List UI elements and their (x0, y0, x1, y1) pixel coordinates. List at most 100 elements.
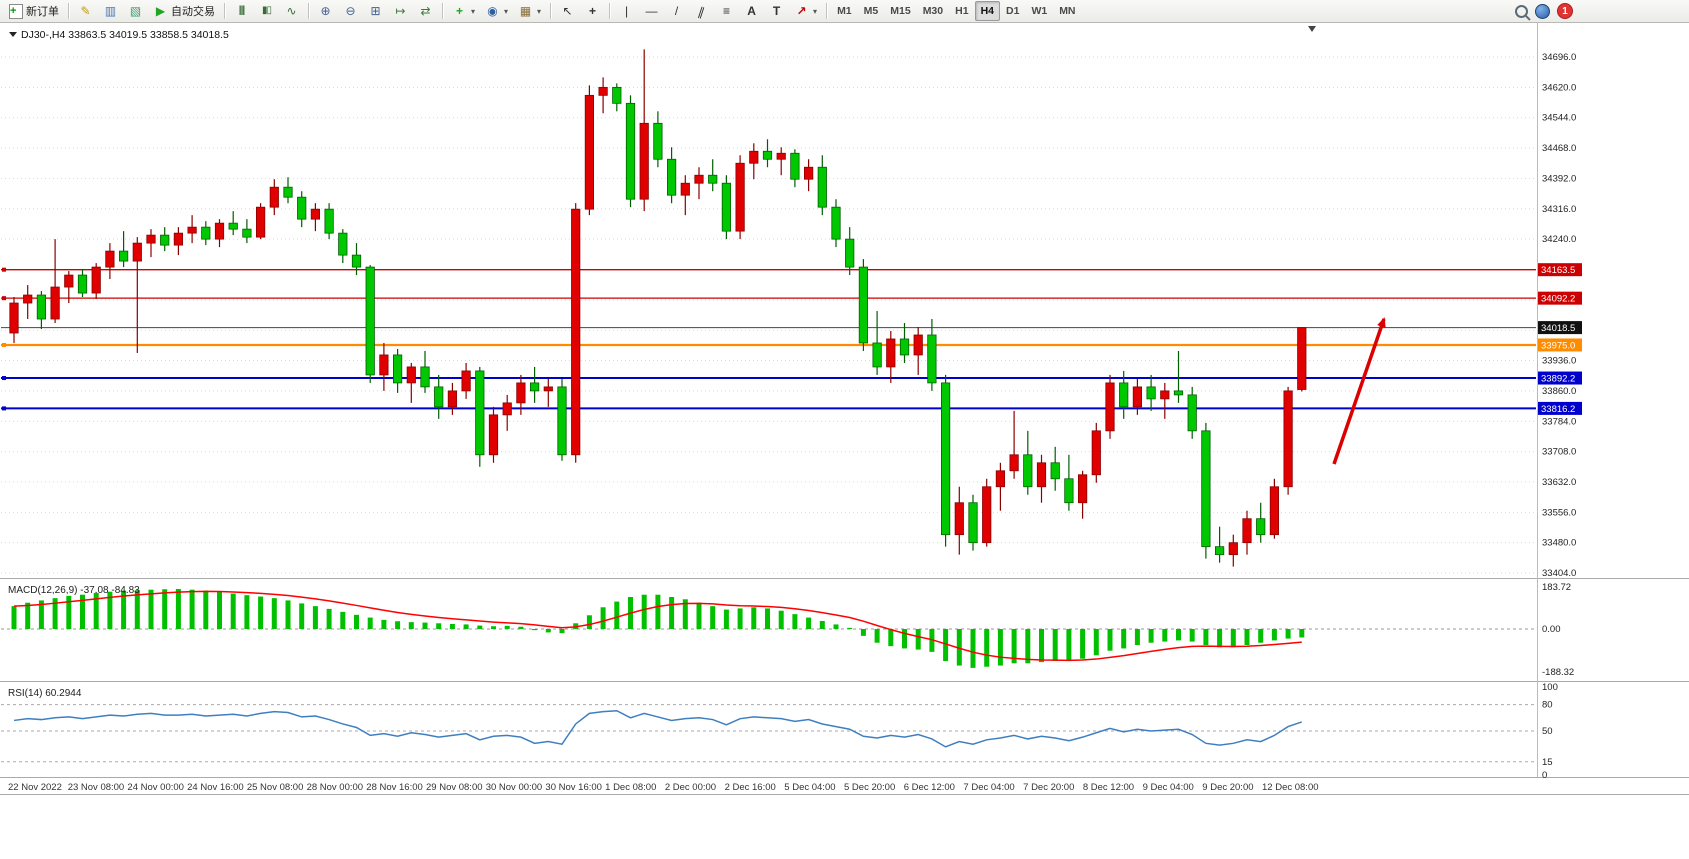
line-chart-icon: ∿ (286, 4, 297, 18)
tile-windows-icon: ⊞ (370, 4, 381, 18)
price-axis-label: 34544.0 (1542, 113, 1576, 124)
channel-icon: ∥ (696, 3, 707, 19)
chevron-down-icon: ▾ (471, 6, 476, 16)
trend-arrow-annotation[interactable] (1332, 317, 1386, 465)
tile-windows-button[interactable]: ⊞ (363, 0, 388, 22)
macd-caption: MACD(12,26,9) -37.08 -84.83 (8, 585, 140, 596)
auto-scroll-button[interactable]: ↦ (388, 0, 413, 22)
timeframe-m30-button[interactable]: M30 (922, 5, 944, 17)
rsi-axis-label: 0 (1542, 770, 1547, 781)
time-axis-label: 2 Dec 00:00 (665, 782, 716, 793)
line-handle[interactable] (2, 296, 6, 301)
chart-shift-marker[interactable] (1308, 26, 1316, 32)
price-axis-label: 34696.0 (1542, 52, 1576, 63)
indicators-button[interactable]: + ▾ (447, 0, 480, 22)
time-axis-label: 30 Nov 00:00 (486, 782, 543, 793)
objects-button[interactable]: ◉ ▾ (480, 0, 513, 22)
chart-menu-icon[interactable] (9, 32, 17, 37)
rsi-axis-label: 80 (1542, 700, 1553, 711)
candlestick-chart-button[interactable]: ▮▯ (254, 0, 279, 22)
timeframe-h1-button[interactable]: H1 (955, 5, 969, 17)
price-axis-label: 34316.0 (1542, 204, 1576, 215)
market-watch-icon: ▥ (104, 4, 117, 18)
label-icon: T (772, 4, 781, 18)
price-axis-label: 33708.0 (1542, 447, 1576, 458)
rsi-axis-label: 50 (1542, 726, 1553, 737)
text-label-button[interactable]: T (764, 0, 789, 22)
time-axis-label: 7 Dec 04:00 (963, 782, 1014, 793)
toolbar-separator (224, 3, 225, 19)
templates-button[interactable]: ▦ ▾ (513, 0, 546, 22)
metaeditor-button[interactable]: ✎ (73, 0, 98, 22)
community-icon[interactable] (1535, 3, 1550, 19)
price-tag (1538, 338, 1582, 352)
vertical-line-button[interactable]: | (614, 0, 639, 22)
autotrading-button[interactable]: ▶ 自动交易 (148, 0, 220, 22)
search-icon[interactable] (1515, 4, 1528, 18)
price-axis-label: 33404.0 (1542, 568, 1576, 579)
candlestick-icon: ▮▯ (261, 5, 272, 16)
strategy-tester-button[interactable]: ▧ (123, 0, 148, 22)
market-watch-button[interactable]: ▥ (98, 0, 123, 22)
auto-scroll-icon: ↦ (395, 4, 406, 18)
crosshair-icon: + (589, 4, 597, 18)
price-tag (1538, 401, 1582, 415)
price-axis-label: 33860.0 (1542, 386, 1576, 397)
chevron-down-icon: ▾ (504, 6, 509, 16)
price-grid (1, 56, 1536, 574)
line-handle[interactable] (2, 342, 6, 347)
time-axis-label: 24 Nov 00:00 (127, 782, 184, 793)
new-order-button[interactable]: + 新订单 (4, 0, 64, 22)
new-order-icon: + (9, 3, 23, 19)
vertical-line-icon: | (624, 4, 629, 18)
price-tag (1538, 263, 1582, 277)
time-axis-label: 9 Dec 04:00 (1143, 782, 1194, 793)
price-tag (1538, 371, 1582, 385)
zoom-out-button[interactable]: ⊖ (338, 0, 363, 22)
timeframe-h4-button[interactable]: H4 (974, 1, 1000, 21)
toolbar-separator (609, 3, 611, 19)
horizontal-line-button[interactable]: — (639, 0, 664, 22)
timeframe-w1-button[interactable]: W1 (1031, 5, 1048, 17)
macd-signal-line (13, 590, 1302, 662)
time-axis-label: 29 Nov 08:00 (426, 782, 483, 793)
cursor-button[interactable]: ↖ (555, 0, 580, 22)
line-handle[interactable] (2, 376, 6, 381)
trendline-icon: / (674, 4, 679, 18)
trendline-button[interactable]: / (664, 0, 689, 22)
objects-icon: ◉ (487, 4, 498, 18)
chart-shift-button[interactable]: ⇄ (413, 0, 438, 22)
time-axis-label: 8 Dec 12:00 (1083, 782, 1134, 793)
time-axis-label: 1 Dec 08:00 (605, 782, 656, 793)
time-axis-label: 28 Nov 16:00 (366, 782, 423, 793)
timeframe-d1-button[interactable]: D1 (1006, 5, 1020, 17)
autotrading-icon: ▶ (155, 4, 166, 18)
time-axis-label: 24 Nov 16:00 (187, 782, 244, 793)
timeframe-m5-button[interactable]: M5 (863, 5, 879, 17)
cursor-icon: ↖ (562, 4, 573, 18)
fibonacci-button[interactable]: ≡ (714, 0, 739, 22)
line-handle[interactable] (2, 406, 6, 411)
zoom-in-button[interactable]: ⊕ (313, 0, 338, 22)
line-handle[interactable] (2, 267, 6, 272)
notifications-badge[interactable]: 1 (1557, 3, 1573, 19)
bar-chart-button[interactable]: ||| (229, 0, 254, 22)
bar-chart-icon: ||| (238, 5, 245, 16)
time-axis-label: 30 Nov 16:00 (545, 782, 602, 793)
price-tag-label: 34092.2 (1541, 294, 1575, 305)
price-axis-label: 34392.0 (1542, 173, 1576, 184)
time-axis-label: 22 Nov 2022 (8, 782, 62, 793)
timeframe-m1-button[interactable]: M1 (837, 5, 852, 17)
text-button[interactable]: A (739, 0, 764, 22)
price-axis-label: 33632.0 (1542, 477, 1576, 488)
time-axis-label: 5 Dec 20:00 (844, 782, 895, 793)
price-axis: 33404.0 33480.0 33556.0 33632.0 33708.0 33784… (1542, 52, 1576, 579)
timeframe-mn-button[interactable]: MN (1059, 5, 1076, 17)
timeframe-m15-button[interactable]: M15 (890, 5, 911, 17)
line-chart-button[interactable]: ∿ (279, 0, 304, 22)
arrows-button[interactable]: ↗ ▾ (789, 0, 822, 22)
price-axis-label: 33936.0 (1542, 356, 1576, 367)
equidistant-channel-button[interactable]: ∥ (689, 0, 714, 22)
crosshair-button[interactable]: + (580, 0, 605, 22)
price-axis-label: 34468.0 (1542, 143, 1576, 154)
